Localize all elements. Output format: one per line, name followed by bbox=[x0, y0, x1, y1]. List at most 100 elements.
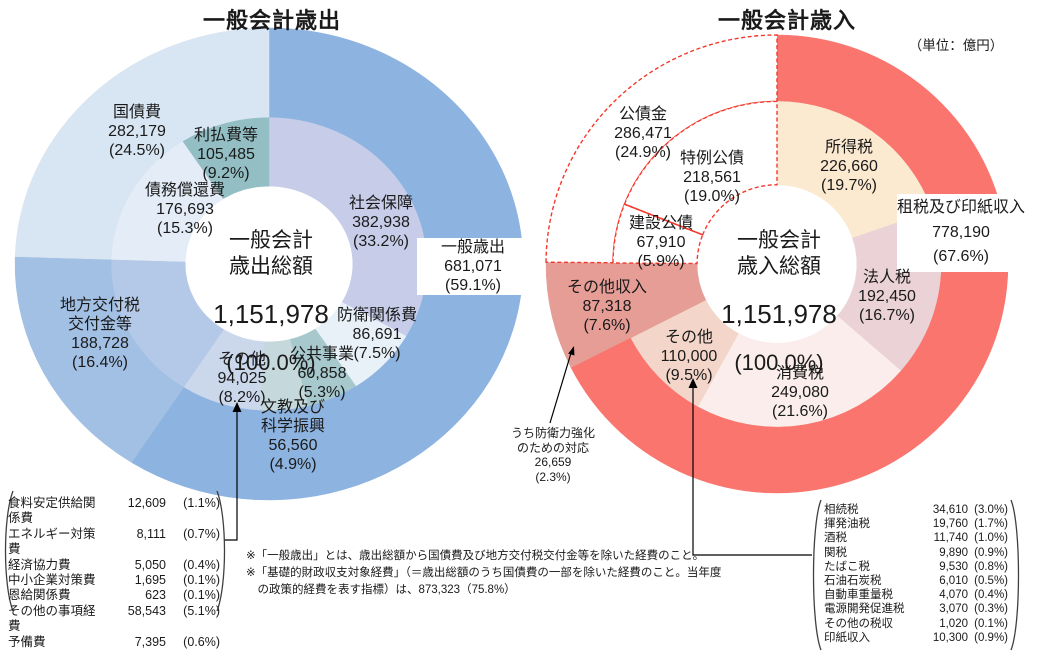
row-pct: (0.4%) bbox=[183, 557, 220, 572]
revenue-center-value: 1,151,978 bbox=[721, 299, 837, 329]
expenditure-outer-ring bbox=[14, 27, 524, 501]
table-row: 相続税 34,610 (3.0%) bbox=[824, 503, 1008, 517]
row-value: 9,530 bbox=[939, 560, 968, 573]
table-row: 経済協力費 5,050 (0.4%) bbox=[8, 558, 220, 573]
row-value: 34,610 bbox=[932, 504, 968, 516]
row-value: 4,070 bbox=[939, 589, 968, 602]
table-row: 酒税 11,740 (1.0%) bbox=[824, 531, 1008, 545]
row-label: 関税 bbox=[824, 546, 847, 559]
row-label: その他の事項経費 bbox=[8, 603, 96, 634]
label-shotokuzei: 所得税 226,660 (19.7%) bbox=[820, 139, 878, 194]
table-row: たばこ税 9,530 (0.8%) bbox=[824, 560, 1008, 574]
label-koukyou-jigyou: 公共事業 60,858 (5.3%) bbox=[289, 346, 354, 401]
revenue-center-total: 一般会計 歳入総額 1,151,978 (100.0%) bbox=[697, 210, 861, 395]
expenditure-chart-title: 一般会計歳出 bbox=[202, 8, 341, 33]
label-bunkyou-kagaku: 文教及び 科学振興 56,560 (4.9%) bbox=[260, 399, 325, 473]
label-ippan-saishutsu: 一般歳出 681,071 (59.1%) bbox=[417, 238, 529, 295]
label-sonota-tax: その他 110,000 (9.5%) bbox=[660, 329, 718, 384]
table-row: 電源開発促進税 3,070 (0.3%) bbox=[824, 602, 1008, 616]
label-saimu-shoukan: 債務償還費 176,693 (15.3%) bbox=[144, 182, 225, 237]
expenditure-center-total: 一般会計 歳出総額 1,151,978 (100.0%) bbox=[189, 210, 353, 395]
row-pct: (1.1%) bbox=[183, 496, 220, 510]
wedge-shohizei bbox=[697, 315, 902, 427]
paren-left-expenditure-table bbox=[4, 490, 14, 612]
wedge-kosaikin bbox=[545, 34, 778, 264]
row-pct: (0.5%) bbox=[974, 575, 1008, 588]
row-pct: (5.1%) bbox=[183, 603, 220, 618]
table-row: 中小企業対策費 1,695 (0.1%) bbox=[8, 573, 220, 588]
row-value: 6,010 bbox=[939, 575, 968, 588]
row-value: 9,890 bbox=[939, 546, 968, 559]
label-hojinzei: 法人税 192,450 (16.7%) bbox=[858, 269, 916, 324]
expenditure-center-caption: 一般会計 歳出総額 bbox=[229, 229, 313, 278]
row-value: 1,695 bbox=[134, 573, 166, 588]
connector-expenditure-other bbox=[224, 410, 238, 541]
row-pct: (1.7%) bbox=[974, 518, 1008, 531]
table-row: その他の事項経費 58,543 (5.1%) bbox=[8, 604, 220, 635]
row-label: たばこ税 bbox=[824, 560, 870, 573]
arrowhead-expenditure-other bbox=[232, 402, 242, 412]
row-label: 石油石炭税 bbox=[824, 575, 882, 588]
expenditure-center-pct: (100.0%) bbox=[226, 350, 316, 375]
table-row: 予備費 7,395 (0.6%) bbox=[8, 635, 220, 650]
row-label: 揮発油税 bbox=[824, 518, 870, 531]
row-label: 酒税 bbox=[824, 532, 847, 545]
revenue-center-pct: (100.0%) bbox=[734, 350, 824, 375]
row-pct: (0.7%) bbox=[183, 526, 220, 541]
label-shakai-hoshou: 社会保障 382,938 (33.2%) bbox=[348, 195, 413, 250]
table-row: 食料安定供給関係費 12,609 (1.1%) bbox=[8, 496, 220, 527]
connector-defense-note bbox=[549, 352, 572, 424]
row-value: 11,740 bbox=[933, 532, 968, 545]
table-row: その他の税収 1,020 (0.1%) bbox=[824, 617, 1008, 631]
revenue-chart-title: 一般会計歳入 bbox=[717, 8, 856, 33]
red-divider-overlay bbox=[624, 203, 703, 236]
table-row: 恩給関係費 623 (0.1%) bbox=[8, 588, 220, 603]
footnote: ※「一般歳出」とは、歳出総額から国債費及び地方交付税交付金等を除いた経費のこと。… bbox=[246, 550, 722, 596]
row-value: 623 bbox=[145, 588, 166, 603]
row-value: 10,300 bbox=[932, 631, 968, 644]
table-row: 石油石炭税 6,010 (0.5%) bbox=[824, 574, 1008, 588]
label-defense-buildup-note: うち防衛力強化 のための対応 26,659 (2.3%) bbox=[510, 426, 595, 484]
row-value: 3,070 bbox=[939, 603, 968, 616]
row-label: 恩給関係費 bbox=[8, 588, 71, 603]
row-value: 12,609 bbox=[127, 496, 166, 510]
row-pct: (0.4%) bbox=[974, 589, 1008, 602]
label-sozei-inshi: 租税及び印紙収入 778,190 (67.6%) bbox=[897, 194, 1025, 272]
label-kosaikin: 公債金 286,471 (24.9%) bbox=[614, 106, 672, 161]
table-row: 印紙収入 10,300 (0.9%) bbox=[824, 631, 1008, 645]
revenue-inner-ring bbox=[612, 100, 942, 427]
divider-kensetsu-tokurei bbox=[624, 203, 703, 236]
table-row: 関税 9,890 (0.9%) bbox=[824, 546, 1008, 560]
row-pct: (0.1%) bbox=[183, 588, 220, 603]
label-chihou-kofuzei: 地方交付税 交付金等 188,728 (16.4%) bbox=[59, 297, 140, 371]
row-pct: (0.9%) bbox=[974, 546, 1008, 559]
row-label: 印紙収入 bbox=[824, 631, 870, 644]
row-label: 電源開発促進税 bbox=[824, 603, 905, 616]
expenditure-center-value: 1,151,978 bbox=[213, 299, 329, 329]
row-pct: (3.0%) bbox=[974, 504, 1008, 516]
row-pct: (0.6%) bbox=[183, 634, 220, 649]
row-value: 58,543 bbox=[127, 603, 166, 618]
label-sonota-shunyu: その他収入 87,318 (7.6%) bbox=[566, 279, 647, 334]
row-value: 7,395 bbox=[134, 634, 166, 649]
row-pct: (0.9%) bbox=[974, 631, 1008, 644]
row-label: エネルギー対策費 bbox=[8, 526, 96, 557]
label-tokurei-kosai: 特例公債 218,561 (19.0%) bbox=[679, 150, 744, 205]
row-label: その他の税収 bbox=[824, 617, 893, 630]
table-row: 揮発油税 19,760 (1.7%) bbox=[824, 517, 1008, 531]
label-kokusaihi: 国債費 282,179 (24.5%) bbox=[108, 104, 166, 159]
row-label: 自動車重量税 bbox=[824, 589, 893, 602]
row-value: 8,111 bbox=[136, 526, 166, 541]
row-label: 経済協力費 bbox=[8, 557, 71, 572]
arrowhead-revenue-other-tax bbox=[688, 378, 698, 388]
revenue-center-caption: 一般会計 歳入総額 bbox=[737, 229, 821, 278]
label-riharai-hitou: 利払費等 105,485 (9.2%) bbox=[193, 127, 258, 182]
row-pct: (0.3%) bbox=[974, 603, 1008, 616]
row-label: 予備費 bbox=[8, 634, 46, 649]
unit-note: （単位：億円） bbox=[908, 38, 1004, 53]
label-bouei-kankeihi: 防衛関係費 86,691 (7.5%) bbox=[336, 307, 417, 362]
row-pct: (0.8%) bbox=[974, 560, 1008, 573]
wedge-tokurei-kosai bbox=[623, 100, 778, 236]
